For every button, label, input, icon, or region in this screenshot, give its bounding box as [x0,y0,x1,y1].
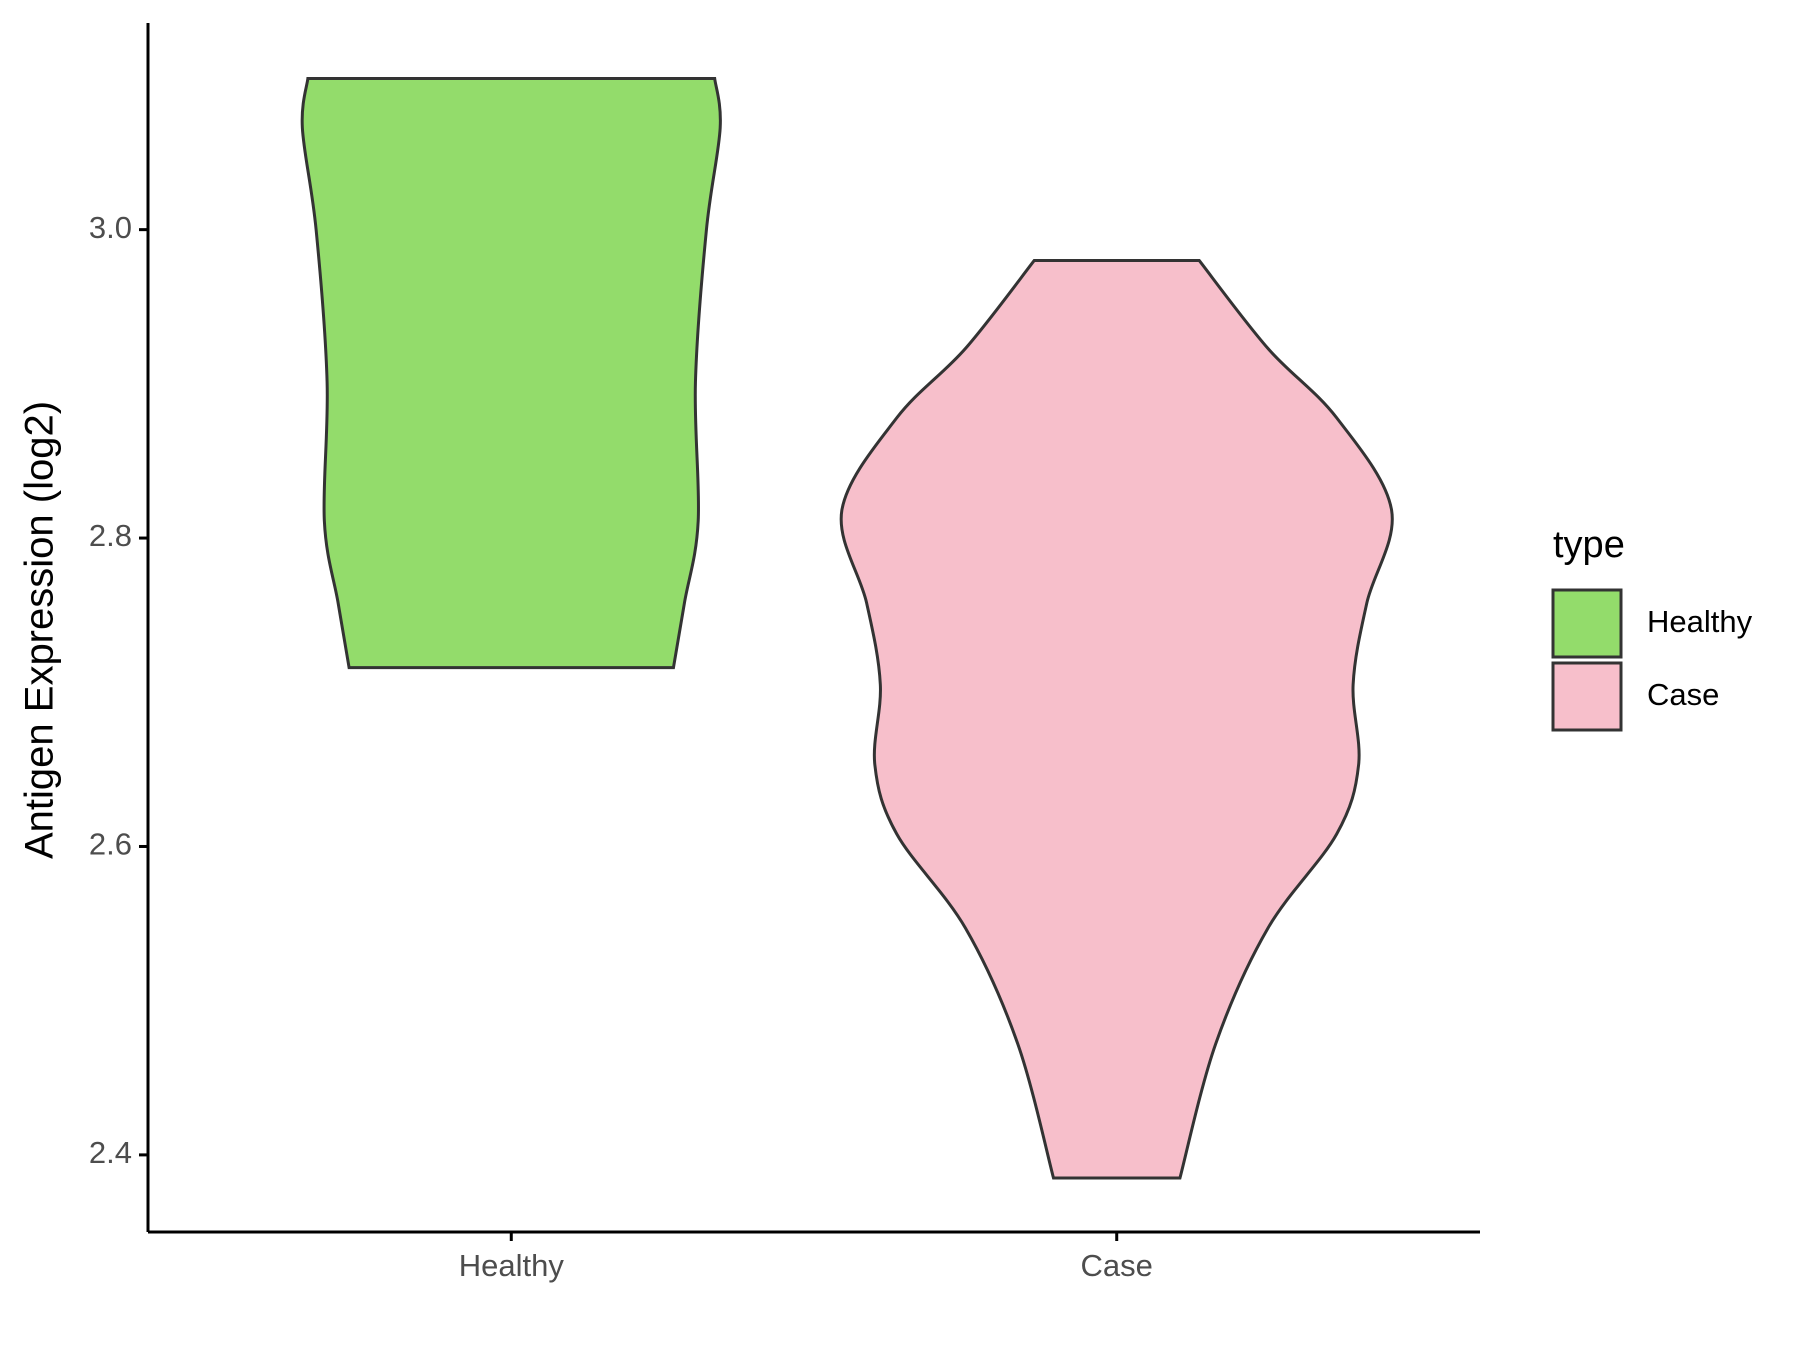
y-axis-title: Antigen Expression (log2) [18,401,62,859]
x-tick-label: Case [1081,1248,1153,1283]
violin [300,77,722,670]
x-tick-label: Healthy [459,1248,565,1283]
y-tick-label: 2.4 [89,1135,132,1170]
legend-title: type [1553,524,1625,566]
legend-label: Healthy [1647,604,1753,639]
legend-key [1551,588,1623,659]
y-tick-label: 2.6 [89,827,132,862]
y-tick-label: 3.0 [89,210,132,245]
y-tick-label: 2.8 [89,518,132,553]
legend-label: Case [1647,677,1719,712]
violin [839,258,1394,1180]
legend-key [1551,661,1623,732]
